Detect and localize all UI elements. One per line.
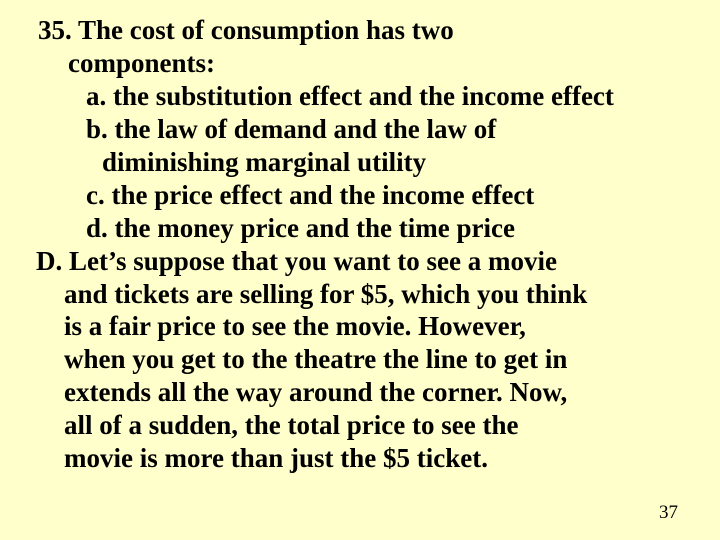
section-d-line-5: extends all the way around the corner. N… bbox=[28, 376, 692, 409]
option-d: d. the money price and the time price bbox=[28, 212, 692, 245]
option-b-line-1: b. the law of demand and the law of bbox=[28, 113, 692, 146]
question-stem-line-2: components: bbox=[28, 47, 692, 80]
section-d-line-2: and tickets are selling for $5, which yo… bbox=[28, 278, 692, 311]
option-a: a. the substitution effect and the incom… bbox=[28, 80, 692, 113]
option-c: c. the price effect and the income effec… bbox=[28, 179, 692, 212]
section-d-line-4: when you get to the theatre the line to … bbox=[28, 343, 692, 376]
section-d-line-1: D. Let’s suppose that you want to see a … bbox=[28, 245, 692, 278]
question-stem-line-1: 35. The cost of consumption has two bbox=[28, 14, 692, 47]
page-number: 37 bbox=[659, 502, 678, 524]
section-d-line-7: movie is more than just the $5 ticket. bbox=[28, 442, 692, 475]
slide-content: 35. The cost of consumption has two comp… bbox=[28, 14, 692, 475]
section-d-line-6: all of a sudden, the total price to see … bbox=[28, 409, 692, 442]
section-d-line-3: is a fair price to see the movie. Howeve… bbox=[28, 310, 692, 343]
option-b-line-2: diminishing marginal utility bbox=[28, 146, 692, 179]
